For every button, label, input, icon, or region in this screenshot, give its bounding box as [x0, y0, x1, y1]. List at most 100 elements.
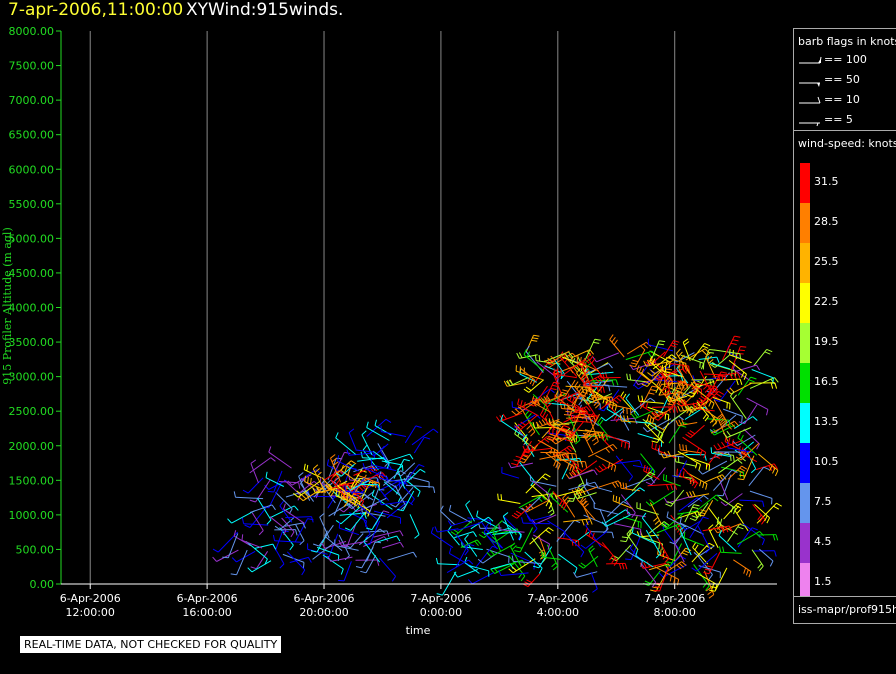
wind-barb — [312, 543, 339, 560]
wind-barb — [289, 556, 312, 563]
wind-barb — [581, 362, 594, 391]
y-tick-label: 0.00 — [30, 578, 55, 591]
wind-barb — [250, 459, 259, 484]
wind-barb — [561, 458, 578, 480]
wind-barb — [713, 380, 736, 403]
barb-legend-title: barb flags in knots — [798, 35, 896, 48]
y-tick-label: 1000.00 — [9, 509, 55, 522]
speed-bin-label: 13.5 — [814, 415, 839, 428]
wind-barb — [341, 522, 357, 548]
y-tick-label: 3000.00 — [9, 371, 55, 384]
wind-barb — [371, 489, 393, 510]
speed-bin-label: 1.5 — [814, 575, 832, 588]
wind-barb — [303, 463, 322, 479]
wind-barb — [501, 466, 520, 479]
y-axis-label: 915 Profiler Altitude (m agl) — [1, 227, 14, 384]
wind-barb — [516, 352, 538, 359]
wind-barb — [265, 471, 285, 487]
wind-barb — [578, 555, 599, 569]
wind-barb — [498, 569, 529, 576]
data-source-box: iss-mapr/prof915h — [793, 596, 896, 624]
wind-barb — [700, 387, 719, 407]
wind-barb — [526, 515, 551, 522]
wind-barb — [691, 553, 718, 572]
y-tick-label: 1500.00 — [9, 474, 55, 487]
wind-barb — [587, 368, 614, 375]
wind-barb — [338, 561, 352, 582]
x-tick-date: 7-Apr-2006 — [527, 592, 588, 605]
wind-barb — [539, 453, 570, 462]
wind-barb — [366, 421, 390, 441]
wind-barb — [690, 457, 711, 471]
wind-barb — [335, 432, 356, 455]
wind-barb — [691, 343, 711, 361]
wind-barb — [366, 511, 384, 531]
x-tick-time: 20:00:00 — [299, 606, 348, 619]
wind-barb — [279, 481, 301, 489]
y-tick-label: 2500.00 — [9, 405, 55, 418]
y-tick-label: 500.00 — [16, 543, 55, 556]
wind-barb — [585, 528, 609, 550]
wind-barb — [642, 418, 672, 433]
wind-barb — [563, 532, 585, 558]
wind-barb — [585, 401, 598, 423]
wind-barb — [590, 531, 614, 539]
speed-color-swatch — [800, 523, 810, 563]
wind-barb — [630, 410, 653, 419]
wind-barb — [605, 434, 630, 450]
wind-barb — [486, 543, 515, 558]
wind-barb — [535, 418, 560, 428]
wind-barb — [580, 531, 608, 549]
wind-barb — [543, 381, 560, 404]
barb-legend-row: == 5 — [798, 113, 896, 127]
wind-barb — [508, 558, 536, 574]
barb-legend: barb flags in knots == 100 == 50 == 10 == 5 — [793, 28, 896, 132]
wind-barb — [588, 379, 619, 386]
wind-barb — [700, 399, 717, 427]
wind-barb — [448, 504, 472, 524]
wind-barb — [268, 446, 292, 469]
wind-barb — [250, 551, 269, 570]
wind-barb — [531, 484, 553, 510]
wind-barb — [269, 516, 287, 536]
wind-barb — [737, 455, 755, 481]
wind-barb — [623, 516, 642, 529]
wind-barb — [267, 470, 283, 493]
wind-barb — [568, 481, 599, 491]
x-tick-date: 6-Apr-2006 — [294, 592, 355, 605]
wind-barb — [544, 365, 563, 379]
wind-barb — [274, 517, 295, 531]
wind-barb — [661, 512, 685, 529]
wind-barb — [508, 555, 526, 582]
wind-barb — [327, 555, 353, 562]
wind-barb — [521, 517, 551, 525]
wind-barb — [582, 384, 611, 392]
wind-barb — [524, 409, 540, 436]
wind-barb — [339, 512, 367, 519]
speed-color-swatch — [800, 403, 810, 443]
half-barb-icon — [799, 122, 820, 127]
wind-barb — [335, 506, 362, 525]
wind-barb — [377, 443, 390, 467]
wind-barb — [582, 393, 613, 405]
wind-barb — [751, 369, 774, 384]
wind-barb — [552, 368, 563, 395]
y-tick-label: 7500.00 — [9, 60, 55, 73]
wind-barb — [734, 505, 749, 532]
wind-barb — [593, 502, 619, 515]
speed-bin-label: 28.5 — [814, 215, 839, 228]
wind-barb — [337, 455, 359, 472]
wind-barb — [666, 511, 687, 528]
wind-barb — [307, 543, 328, 555]
speed-color-swatch — [800, 483, 810, 523]
wind-barb — [517, 398, 539, 417]
wind-barb — [405, 484, 436, 493]
wind-barb — [682, 467, 698, 489]
wind-barb — [737, 527, 758, 548]
wind-barb — [521, 409, 536, 437]
wind-barb — [639, 385, 659, 410]
wind-barb — [702, 525, 733, 534]
wind-barb — [524, 511, 538, 534]
x-tick-labels: 6-Apr-200612:00:006-Apr-200616:00:006-Ap… — [60, 592, 706, 619]
x-axis-label: time — [406, 624, 431, 637]
